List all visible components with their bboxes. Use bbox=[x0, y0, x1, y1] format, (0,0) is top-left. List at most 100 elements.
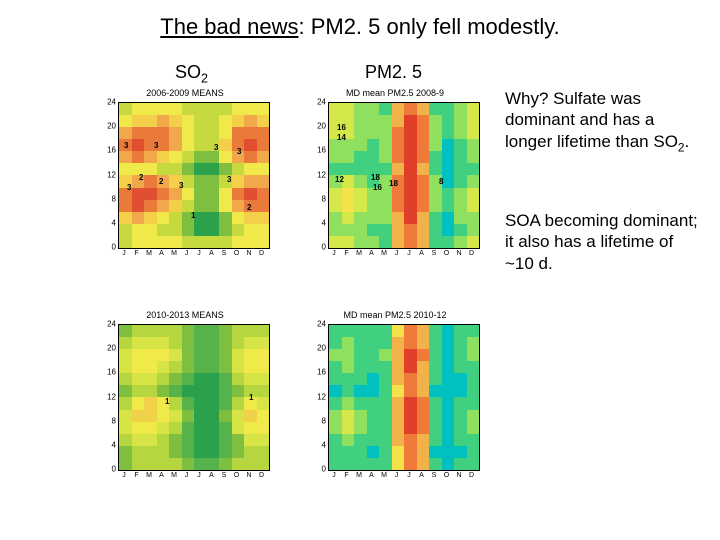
y-tick: 16 bbox=[107, 146, 116, 155]
x-tick: D bbox=[466, 472, 479, 479]
y-tick: 4 bbox=[322, 218, 326, 227]
contour-label: 3 bbox=[214, 143, 218, 152]
x-tick: S bbox=[218, 250, 231, 257]
x-tick: O bbox=[441, 250, 454, 257]
x-ticks: JFMAMJJASOND bbox=[118, 472, 268, 479]
panel-pm25a: MD mean PM2.5 2008-9Local Standard Time,… bbox=[300, 88, 490, 273]
y-tick: 16 bbox=[317, 368, 326, 377]
x-tick: A bbox=[366, 472, 379, 479]
contour-label: 3 bbox=[227, 175, 231, 184]
contour-label: 18 bbox=[371, 173, 380, 182]
contour-label: 1 bbox=[191, 211, 195, 220]
x-tick: F bbox=[131, 250, 144, 257]
para1-c: . bbox=[685, 132, 690, 151]
contour-label: 16 bbox=[373, 183, 382, 192]
x-tick: A bbox=[416, 472, 429, 479]
x-tick: S bbox=[428, 250, 441, 257]
x-tick: F bbox=[131, 472, 144, 479]
y-tick: 20 bbox=[107, 344, 116, 353]
y-tick: 12 bbox=[107, 392, 116, 401]
x-tick: N bbox=[243, 472, 256, 479]
x-tick: J bbox=[328, 472, 341, 479]
para1-sub: 2 bbox=[678, 140, 685, 154]
contour-label: 2 bbox=[139, 173, 143, 182]
x-tick: O bbox=[231, 250, 244, 257]
y-tick: 4 bbox=[112, 440, 116, 449]
x-tick: S bbox=[218, 472, 231, 479]
x-tick: D bbox=[256, 250, 269, 257]
y-tick: 0 bbox=[322, 243, 326, 252]
y-tick: 0 bbox=[112, 465, 116, 474]
y-tick: 24 bbox=[107, 320, 116, 329]
x-tick: J bbox=[193, 250, 206, 257]
panel-title: 2006-2009 MEANS bbox=[90, 88, 280, 98]
x-tick: A bbox=[416, 250, 429, 257]
paragraph-1: Why? Sulfate was dominant and has a long… bbox=[505, 88, 705, 155]
contour-label: 16 bbox=[337, 123, 346, 132]
y-tick: 8 bbox=[112, 194, 116, 203]
x-tick: J bbox=[403, 472, 416, 479]
x-tick: F bbox=[341, 250, 354, 257]
plot-area: 33332233312 bbox=[118, 102, 270, 249]
contour-label: 3 bbox=[237, 147, 241, 156]
y-tick: 16 bbox=[107, 368, 116, 377]
y-tick: 20 bbox=[107, 122, 116, 131]
y-tick: 12 bbox=[317, 170, 326, 179]
y-tick: 8 bbox=[322, 416, 326, 425]
x-tick: M bbox=[353, 250, 366, 257]
x-tick: A bbox=[366, 250, 379, 257]
x-tick: M bbox=[378, 250, 391, 257]
x-tick: D bbox=[466, 250, 479, 257]
x-tick: J bbox=[328, 250, 341, 257]
contour-label: 3 bbox=[154, 141, 158, 150]
so2-text: SO bbox=[175, 62, 201, 82]
y-ticks: 04812162024 bbox=[312, 102, 326, 247]
x-tick: J bbox=[118, 250, 131, 257]
x-tick: S bbox=[428, 472, 441, 479]
contour-label: 3 bbox=[124, 141, 128, 150]
x-tick: N bbox=[453, 250, 466, 257]
y-tick: 12 bbox=[107, 170, 116, 179]
panel-title: 2010-2013 MEANS bbox=[90, 310, 280, 320]
x-tick: N bbox=[453, 472, 466, 479]
y-ticks: 04812162024 bbox=[102, 324, 116, 469]
x-tick: O bbox=[231, 472, 244, 479]
contour-label: 3 bbox=[127, 183, 131, 192]
x-tick: A bbox=[156, 472, 169, 479]
x-tick: M bbox=[143, 250, 156, 257]
x-tick: A bbox=[206, 472, 219, 479]
x-ticks: JFMAMJJASOND bbox=[328, 250, 478, 257]
x-tick: M bbox=[168, 472, 181, 479]
title-rest: : PM2. 5 only fell modestly. bbox=[298, 14, 559, 39]
so2-subscript: 2 bbox=[201, 72, 208, 86]
y-tick: 12 bbox=[317, 392, 326, 401]
contour-label: 14 bbox=[337, 133, 346, 142]
x-tick: A bbox=[156, 250, 169, 257]
heatmap bbox=[329, 325, 479, 470]
contour-label: 8 bbox=[439, 177, 443, 186]
x-tick: J bbox=[193, 472, 206, 479]
x-tick: D bbox=[256, 472, 269, 479]
contour-label: 12 bbox=[335, 175, 344, 184]
contour-label: 2 bbox=[159, 177, 163, 186]
y-tick: 8 bbox=[112, 416, 116, 425]
contour-label: 1 bbox=[165, 397, 169, 406]
y-tick: 0 bbox=[322, 465, 326, 474]
plot-area bbox=[328, 324, 480, 471]
x-tick: A bbox=[206, 250, 219, 257]
y-tick: 4 bbox=[112, 218, 116, 227]
x-tick: J bbox=[391, 472, 404, 479]
column-label-pm25: PM2. 5 bbox=[365, 62, 422, 83]
panel-so2a: 2006-2009 MEANSLocal Standard Time, hour… bbox=[90, 88, 280, 273]
x-tick: M bbox=[378, 472, 391, 479]
x-tick: J bbox=[181, 250, 194, 257]
y-ticks: 04812162024 bbox=[312, 324, 326, 469]
paragraph-2: SOA becoming dominant; it also has a lif… bbox=[505, 210, 705, 274]
y-tick: 20 bbox=[317, 344, 326, 353]
y-tick: 0 bbox=[112, 243, 116, 252]
panel-so2b: 2010-2013 MEANSLocal Standard Time, hour… bbox=[90, 310, 280, 495]
heatmap bbox=[119, 325, 269, 470]
slide-title: The bad news: PM2. 5 only fell modestly. bbox=[0, 14, 720, 40]
y-tick: 8 bbox=[322, 194, 326, 203]
plot-area: 1614121818168 bbox=[328, 102, 480, 249]
